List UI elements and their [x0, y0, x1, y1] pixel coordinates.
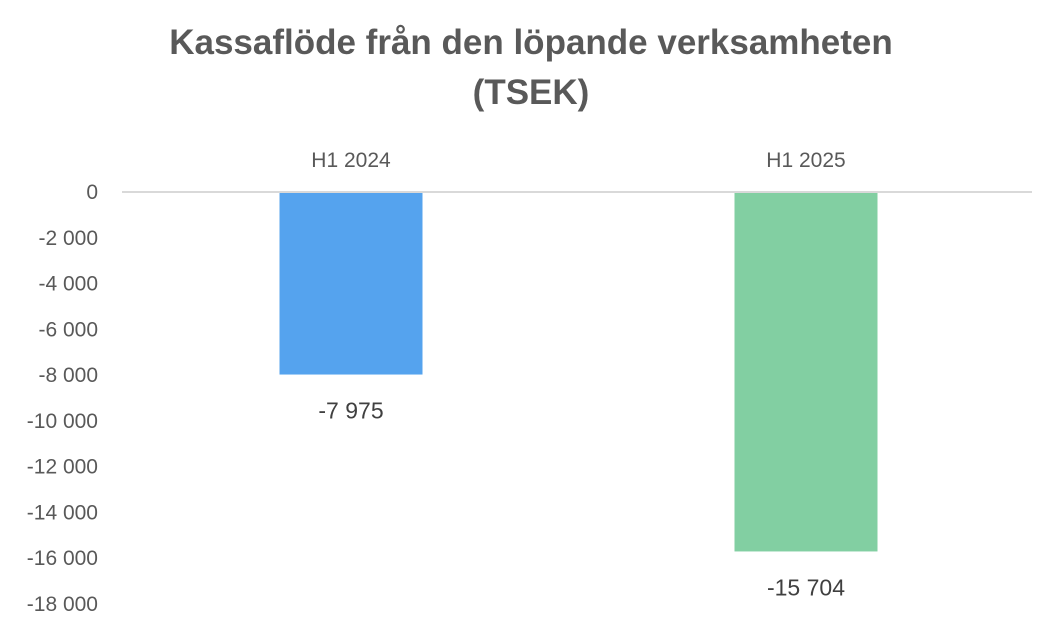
- chart-title-text: Kassaflöde från den löpande verksamheten: [169, 23, 893, 62]
- category-label: H1 2025: [766, 149, 845, 172]
- labels-layer: 0 -2 000 -4 000 -6 000 -8 000 -10 000 -12 000 -…: [27, 149, 846, 616]
- bars-layer: [279, 192, 878, 552]
- y-tick-label: -8 000: [38, 364, 98, 387]
- y-tick-label: -2 000: [38, 227, 98, 250]
- data-label: -15 704: [767, 574, 845, 600]
- y-tick-label: -10 000: [27, 410, 98, 433]
- chart-title: Kassaflöde från den löpande verksamheten…: [0, 18, 1062, 118]
- bar-0: [279, 192, 423, 375]
- y-tick-label: -12 000: [27, 456, 98, 479]
- y-tick-label: 0: [86, 181, 98, 204]
- y-tick-label: -6 000: [38, 318, 98, 341]
- data-label: -7 975: [318, 398, 383, 424]
- category-label: H1 2024: [311, 149, 391, 172]
- y-tick-label: -4 000: [38, 273, 98, 296]
- bar-1: [734, 192, 878, 552]
- y-tick-label: -14 000: [27, 501, 98, 524]
- y-tick-label: -16 000: [27, 547, 98, 570]
- chart-subtitle-text: (TSEK): [472, 73, 590, 112]
- y-tick-label: -18 000: [27, 593, 98, 616]
